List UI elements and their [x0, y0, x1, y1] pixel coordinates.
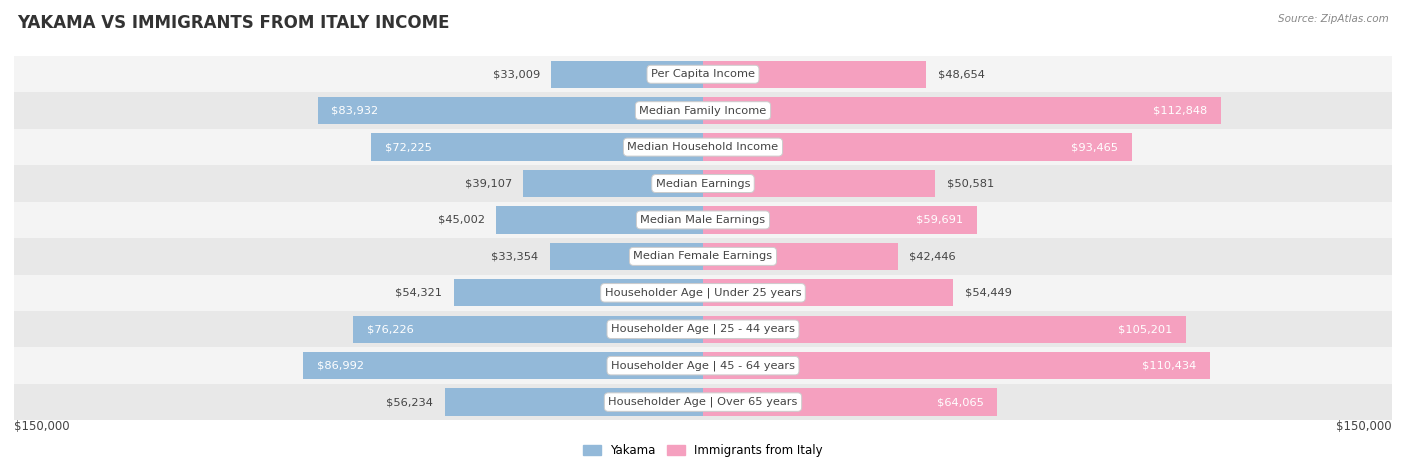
- Text: $105,201: $105,201: [1118, 324, 1173, 334]
- Text: $39,107: $39,107: [464, 178, 512, 189]
- Bar: [703, 243, 898, 270]
- Legend: Yakama, Immigrants from Italy: Yakama, Immigrants from Italy: [578, 439, 828, 462]
- Text: Householder Age | 25 - 44 years: Householder Age | 25 - 44 years: [612, 324, 794, 334]
- Text: Median Male Earnings: Median Male Earnings: [641, 215, 765, 225]
- Text: $93,465: $93,465: [1071, 142, 1119, 152]
- Text: Householder Age | Over 65 years: Householder Age | Over 65 years: [609, 397, 797, 407]
- Text: $54,449: $54,449: [965, 288, 1011, 298]
- Text: $83,932: $83,932: [332, 106, 378, 116]
- Text: $50,581: $50,581: [946, 178, 994, 189]
- Bar: [703, 316, 1187, 343]
- Text: Per Capita Income: Per Capita Income: [651, 69, 755, 79]
- Text: $76,226: $76,226: [367, 324, 413, 334]
- Bar: [444, 389, 703, 416]
- Text: Source: ZipAtlas.com: Source: ZipAtlas.com: [1278, 14, 1389, 24]
- Text: $86,992: $86,992: [318, 361, 364, 371]
- Text: Householder Age | 45 - 64 years: Householder Age | 45 - 64 years: [612, 361, 794, 371]
- Text: Median Family Income: Median Family Income: [640, 106, 766, 116]
- Bar: [353, 316, 703, 343]
- Text: Median Household Income: Median Household Income: [627, 142, 779, 152]
- Text: $33,009: $33,009: [492, 69, 540, 79]
- Bar: [703, 97, 1222, 124]
- Bar: [14, 56, 1392, 92]
- Bar: [371, 134, 703, 161]
- Bar: [703, 352, 1211, 379]
- Bar: [14, 92, 1392, 129]
- Bar: [304, 352, 703, 379]
- Text: $45,002: $45,002: [437, 215, 485, 225]
- Bar: [318, 97, 703, 124]
- Bar: [703, 170, 935, 197]
- Bar: [703, 61, 927, 88]
- Text: $59,691: $59,691: [917, 215, 963, 225]
- Text: $150,000: $150,000: [1336, 420, 1392, 433]
- Text: Median Female Earnings: Median Female Earnings: [634, 251, 772, 262]
- Bar: [14, 238, 1392, 275]
- Bar: [703, 279, 953, 306]
- Bar: [551, 61, 703, 88]
- Bar: [14, 275, 1392, 311]
- Bar: [14, 165, 1392, 202]
- Text: $33,354: $33,354: [491, 251, 538, 262]
- Text: $110,434: $110,434: [1142, 361, 1197, 371]
- Text: $56,234: $56,234: [387, 397, 433, 407]
- Bar: [550, 243, 703, 270]
- Text: $72,225: $72,225: [385, 142, 432, 152]
- Bar: [14, 347, 1392, 384]
- Bar: [703, 134, 1132, 161]
- Text: Median Earnings: Median Earnings: [655, 178, 751, 189]
- Bar: [14, 384, 1392, 420]
- Text: $48,654: $48,654: [938, 69, 984, 79]
- Bar: [523, 170, 703, 197]
- Bar: [14, 311, 1392, 347]
- Bar: [703, 389, 997, 416]
- Bar: [496, 206, 703, 234]
- Text: $112,848: $112,848: [1153, 106, 1208, 116]
- Text: $42,446: $42,446: [910, 251, 956, 262]
- Bar: [703, 206, 977, 234]
- Bar: [454, 279, 703, 306]
- Text: $54,321: $54,321: [395, 288, 441, 298]
- Text: $150,000: $150,000: [14, 420, 70, 433]
- Text: YAKAMA VS IMMIGRANTS FROM ITALY INCOME: YAKAMA VS IMMIGRANTS FROM ITALY INCOME: [17, 14, 450, 32]
- Bar: [14, 202, 1392, 238]
- Text: $64,065: $64,065: [936, 397, 983, 407]
- Bar: [14, 129, 1392, 165]
- Text: Householder Age | Under 25 years: Householder Age | Under 25 years: [605, 288, 801, 298]
